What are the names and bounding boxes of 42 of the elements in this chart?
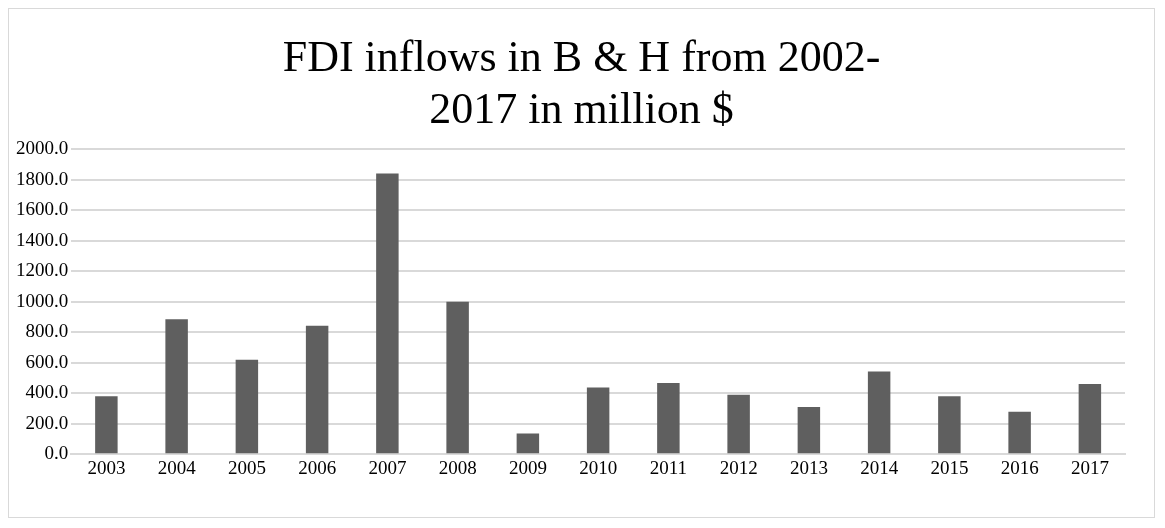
bar — [586, 387, 610, 454]
bar — [727, 394, 750, 454]
bar — [235, 359, 259, 454]
bar — [376, 173, 399, 454]
x-tick-label: 2007 — [368, 456, 407, 478]
x-tick-label: 2010 — [579, 456, 618, 478]
x-tick-label: 2005 — [227, 456, 266, 478]
bar — [305, 325, 329, 454]
bar — [867, 371, 891, 454]
chart-title: FDI inflows in B & H from 2002-2017 in million $ — [281, 31, 882, 135]
y-tick-label: 1800.0 — [16, 167, 69, 189]
x-tick-label: 2013 — [789, 456, 828, 478]
y-tick-label: 2000.0 — [16, 137, 69, 159]
bar — [657, 382, 680, 454]
y-tick-label: 200.0 — [25, 411, 69, 433]
bar — [1008, 411, 1031, 454]
x-tick-label: 2015 — [930, 456, 969, 478]
x-tick-label: 2006 — [298, 456, 337, 478]
bar — [446, 301, 469, 454]
y-tick-label: 1400.0 — [16, 228, 69, 250]
x-tick-label: 2003 — [87, 456, 126, 478]
bar — [516, 433, 540, 454]
x-tick-label: 2011 — [649, 456, 688, 478]
x-tick-label: 2004 — [157, 456, 197, 478]
y-tick-label: 0.0 — [44, 442, 69, 464]
bar — [797, 407, 821, 454]
bar — [165, 319, 188, 454]
y-tick-label: 600.0 — [25, 350, 69, 372]
y-tick-label: 1000.0 — [16, 289, 69, 311]
y-tick-label: 1600.0 — [16, 198, 69, 220]
y-tick-label: 400.0 — [25, 381, 69, 403]
bar — [1078, 383, 1102, 454]
x-tick-label: 2008 — [438, 456, 477, 478]
bar — [95, 396, 118, 454]
y-tick-label: 800.0 — [25, 320, 69, 342]
x-tick-label: 2012 — [719, 456, 758, 478]
x-tick-label: 2016 — [1000, 456, 1039, 478]
bar — [938, 396, 961, 454]
x-tick-label: 2014 — [860, 456, 899, 478]
x-tick-label: 2017 — [1070, 456, 1109, 478]
x-tick-label: 2009 — [508, 456, 547, 478]
y-tick-label: 1200.0 — [16, 259, 69, 281]
